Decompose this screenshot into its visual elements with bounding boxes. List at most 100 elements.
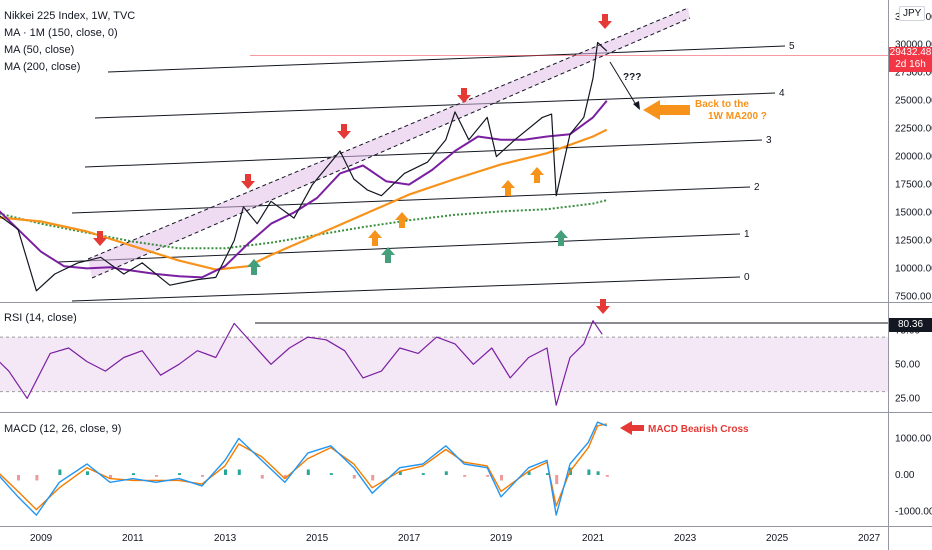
- price-tick-label: 25000.00: [895, 96, 932, 107]
- up-arrow-orange: [530, 167, 544, 183]
- macd-histogram-bar: [546, 473, 549, 475]
- annotation-ma200-line2: 1W MA200 ?: [708, 111, 767, 122]
- macd-histogram-bar: [86, 471, 89, 475]
- macd-histogram-bar: [178, 473, 181, 475]
- macd-histogram-bar: [283, 474, 287, 479]
- macd-histogram-bar: [421, 473, 425, 475]
- down-arrow-marker: [337, 124, 351, 139]
- macd-histogram-bar: [486, 474, 490, 477]
- down-arrow-marker: [457, 88, 471, 103]
- annotation-macd: MACD Bearish Cross: [648, 424, 749, 435]
- time-tick-label: 2027: [858, 533, 881, 544]
- time-tick-label: 2017: [398, 533, 421, 544]
- rsi-legend: RSI (14, close): [4, 312, 77, 324]
- price-tick-label: 7500.00: [895, 291, 932, 302]
- legend-title: Nikkei 225 Index, 1W, TVC: [4, 10, 136, 22]
- macd-histogram-bar: [352, 474, 356, 479]
- symbol-badge[interactable]: JPY: [899, 6, 926, 21]
- time-tick-label: 2011: [122, 533, 144, 544]
- channel-label: 3: [766, 135, 772, 146]
- macd-histogram-bar: [463, 474, 467, 477]
- price-tick-label: 27500.00: [895, 68, 932, 79]
- macd-legend: MACD (12, 26, close, 9): [4, 423, 122, 435]
- macd-histogram-bar: [306, 469, 310, 475]
- channel-label: 0: [744, 272, 750, 283]
- projection-arrowhead: [633, 101, 640, 110]
- macd-line: [0, 421, 608, 516]
- macd-histogram-bar: [35, 474, 39, 481]
- up-arrow-orange: [501, 180, 515, 196]
- macd-histogram-bar: [555, 474, 559, 485]
- macd-histogram-bar: [132, 473, 135, 475]
- ma50-line: [0, 100, 608, 279]
- channel-line: [71, 276, 741, 302]
- time-tick-label: 2023: [674, 533, 697, 544]
- ma200-pointer-arrow: [643, 100, 690, 120]
- up-arrow-green: [381, 247, 395, 263]
- down-arrow-marker: [598, 14, 612, 29]
- macd-histogram-bar: [527, 471, 531, 475]
- macd-tick-label: -1000.00: [895, 506, 932, 517]
- macd-pointer-arrow: [620, 421, 644, 435]
- channel-line: [107, 45, 786, 73]
- price-tick-label: 17500.00: [895, 180, 932, 191]
- macd-histogram-bar: [17, 474, 20, 481]
- rsi-line: [0, 320, 603, 406]
- price-tick-label: 30000.00: [895, 40, 932, 51]
- ma200-line: [0, 128, 608, 271]
- macd-histogram-bar: [237, 469, 241, 475]
- channel-line: [84, 139, 763, 168]
- time-tick-label: 2015: [306, 533, 329, 544]
- annotation-ma200-line1: Back to the: [695, 99, 749, 110]
- rising-channel-bottom: [91, 17, 691, 279]
- rsi-tick-label: 25.00: [895, 393, 920, 404]
- rsi-value-tag: 80.36: [889, 318, 932, 332]
- price-tag-countdown: 2d 16h: [895, 59, 926, 70]
- up-arrow-orange: [395, 212, 409, 228]
- down-arrow-marker: [241, 174, 255, 189]
- main-legend: Nikkei 225 Index, 1W, TVC MA · 1M (150, …: [4, 8, 135, 76]
- channel-label: 4: [779, 88, 785, 99]
- price-tick-label: 10000.00: [895, 263, 932, 274]
- macd-histogram-bar: [596, 471, 600, 475]
- channel-label: 2: [754, 182, 760, 193]
- price-tick-label: 22500.00: [895, 124, 932, 135]
- time-tick-label: 2009: [30, 533, 53, 544]
- macd-histogram-bar: [587, 469, 591, 475]
- macd-histogram-bar: [329, 473, 333, 475]
- price-tick-label: 20000.00: [895, 152, 932, 163]
- legend-ma200: MA (200, close): [4, 61, 81, 73]
- channel-label: 1: [744, 229, 750, 240]
- up-arrow-green: [554, 230, 568, 246]
- macd-histogram-bar: [260, 474, 264, 479]
- time-tick-label: 2021: [582, 533, 605, 544]
- down-arrow-marker: [596, 299, 610, 314]
- price-tag-value: 29432.48: [889, 47, 932, 58]
- projection-line: [609, 61, 639, 109]
- legend-ma50: MA (50, close): [4, 44, 75, 56]
- macd-histogram-bar: [224, 469, 227, 475]
- macd-histogram-bar: [58, 469, 62, 475]
- channel-line: [71, 186, 751, 214]
- legend-ma150: MA · 1M (150, close, 0): [4, 27, 118, 39]
- channel-label: 5: [789, 41, 795, 52]
- price-tick-label: 15000.00: [895, 208, 932, 219]
- macd-histogram-bar: [500, 474, 503, 481]
- up-arrow-orange: [368, 230, 382, 246]
- time-tick-label: 2025: [766, 533, 789, 544]
- price-tick-label: 12500.00: [895, 235, 932, 246]
- time-tick-label: 2013: [214, 533, 237, 544]
- rsi-band: [0, 337, 888, 392]
- macd-histogram-bar: [201, 474, 204, 477]
- macd-histogram-bar: [155, 474, 158, 477]
- macd-tick-label: 0.00: [895, 470, 915, 481]
- macd-histogram-bar: [605, 474, 609, 477]
- macd-histogram-bar: [444, 471, 448, 475]
- time-tick-label: 2019: [490, 533, 513, 544]
- down-arrow-marker: [93, 231, 107, 246]
- rising-channel-fill: [88, 8, 690, 278]
- up-arrow-green: [247, 259, 261, 275]
